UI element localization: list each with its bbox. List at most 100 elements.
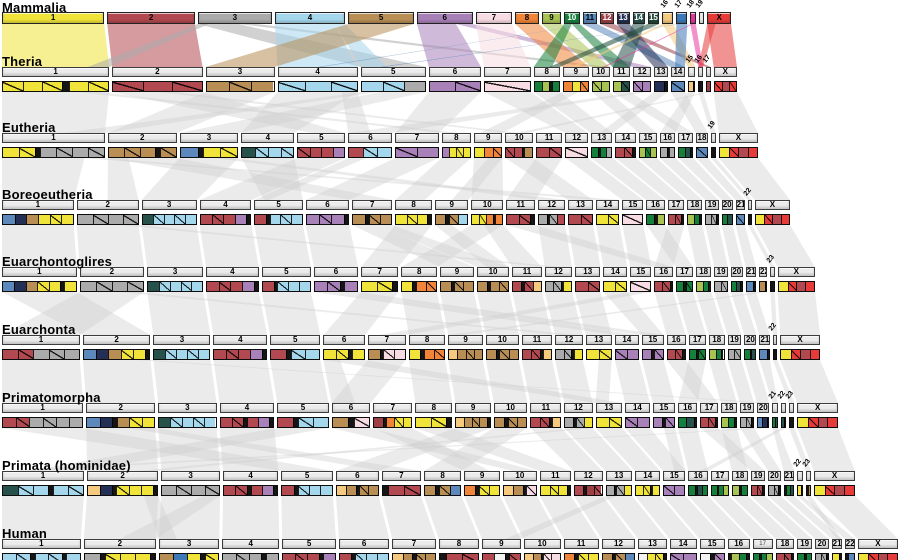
segment-r: [772, 215, 781, 224]
chromosome-euarchontoglires-7: 7: [361, 267, 399, 277]
painted-bar-human-4: [222, 553, 280, 560]
chromosome-primatomorpha-15: 15: [652, 403, 675, 413]
segment-ta: [456, 418, 465, 427]
segment-o: [563, 82, 572, 91]
segment-k: [740, 282, 742, 291]
segment-g: [56, 148, 73, 157]
painted-bar-theria-14: [670, 81, 685, 92]
chromosome-human-5: 5: [282, 539, 336, 549]
painted-bar-primatomorpha-7: [373, 417, 413, 428]
segment-k: [412, 282, 416, 291]
segment-pu: [626, 418, 639, 427]
segment-r: [207, 282, 219, 291]
painted-bar-euarchonta-9: [448, 349, 483, 360]
segment-y: [655, 554, 664, 560]
segment-r: [18, 350, 35, 359]
chromosome-euarchonta-3: 3: [153, 335, 211, 345]
segment-br: [425, 554, 435, 560]
segment-r: [230, 282, 242, 291]
segment-y: [37, 215, 50, 224]
segment-pu: [319, 215, 333, 224]
synteny-ribbon-gray: [530, 428, 603, 471]
synteny-ribbon-gray: [555, 360, 593, 403]
synteny-ribbon-gray: [479, 92, 579, 133]
segment-pu: [250, 350, 262, 359]
segment-k: [560, 282, 564, 291]
chromosome-primata-hominidae-15: 15: [663, 471, 686, 481]
painted-bar-boreoeutheria-4: [199, 214, 252, 225]
synteny-ribbon-gray: [710, 158, 752, 200]
segment-yg: [709, 350, 716, 359]
segment-dr: [707, 82, 710, 91]
segment-k: [522, 486, 527, 495]
chromosome-mammalia-x: X: [707, 12, 731, 24]
segment-br: [759, 282, 765, 291]
segment-b: [191, 282, 203, 291]
segment-pu: [306, 215, 320, 224]
segment-x: [747, 148, 757, 157]
segment-ta: [449, 350, 458, 359]
segment-k: [710, 554, 714, 560]
segment-k: [149, 554, 155, 560]
segment-k: [838, 554, 841, 560]
segment-k: [548, 418, 552, 427]
segment-yg: [732, 486, 739, 495]
chromosome-mammalia-14: 14: [632, 12, 645, 24]
segment-y: [815, 486, 825, 495]
chromosome-theria-6: 6: [428, 67, 482, 77]
painted-bar-euarchontoglires-x: [777, 281, 815, 292]
segment-pu: [332, 148, 345, 157]
segment-dg: [798, 554, 804, 560]
segment-k: [708, 282, 711, 291]
segment-dg: [753, 554, 759, 560]
synteny-ribbon-gray: [213, 360, 275, 403]
painted-bar-euarchontoglires-7: [361, 281, 399, 292]
segment-g: [606, 486, 614, 495]
segment-br: [465, 350, 475, 359]
synteny-ribbon-gray: [158, 496, 221, 539]
chromosome-boreoeutheria-x: X: [754, 200, 790, 210]
segment-br: [448, 215, 459, 224]
segment-b: [3, 554, 17, 560]
segment-o: [385, 418, 395, 427]
segment-ta: [503, 486, 514, 495]
chromosome-human-19: 19: [797, 539, 813, 549]
segment-pu: [442, 148, 450, 157]
segment-k: [364, 215, 369, 224]
segment-br: [524, 148, 532, 157]
painted-bar-primatomorpha-3: [158, 417, 217, 428]
painted-bar-euarchontoglires-17: [676, 281, 694, 292]
synteny-ribbon-gray: [261, 292, 321, 335]
painted-bar-primata-hominidae-11: [539, 485, 571, 496]
chromosome-human-17: 17: [752, 539, 773, 549]
segment-k: [733, 418, 736, 427]
chromosome-theria-17: [706, 67, 711, 77]
segment-yg: [650, 148, 656, 157]
segment-y: [598, 350, 611, 359]
segment-dg: [677, 282, 684, 291]
segment-b: [304, 82, 331, 91]
synteny-ribbon-gray: [434, 225, 510, 267]
segment-y: [449, 148, 457, 157]
synteny-ribbon-gray: [448, 360, 491, 403]
segment-k: [154, 148, 161, 157]
segment-r: [531, 350, 541, 359]
synteny-ribbon-gray: [565, 158, 644, 200]
segment-r: [662, 282, 670, 291]
segment-g: [88, 148, 104, 157]
segment-k: [60, 282, 65, 291]
synteny-ribbon-gray: [313, 292, 639, 335]
chromosome-primata-hominidae-9: 9: [464, 471, 500, 481]
segment-b: [363, 148, 378, 157]
painted-bar-boreoeutheria-13: [568, 214, 594, 225]
segment-y: [3, 82, 24, 91]
segment-te: [3, 486, 18, 495]
segment-r: [282, 486, 294, 495]
painted-bar-human-6: [338, 553, 390, 560]
chromosome-eutheria-11: 11: [535, 133, 563, 143]
segment-te: [684, 148, 691, 157]
segment-x: [780, 215, 789, 224]
segment-y: [798, 418, 808, 427]
segment-k: [773, 350, 777, 359]
segment-r: [224, 486, 236, 495]
